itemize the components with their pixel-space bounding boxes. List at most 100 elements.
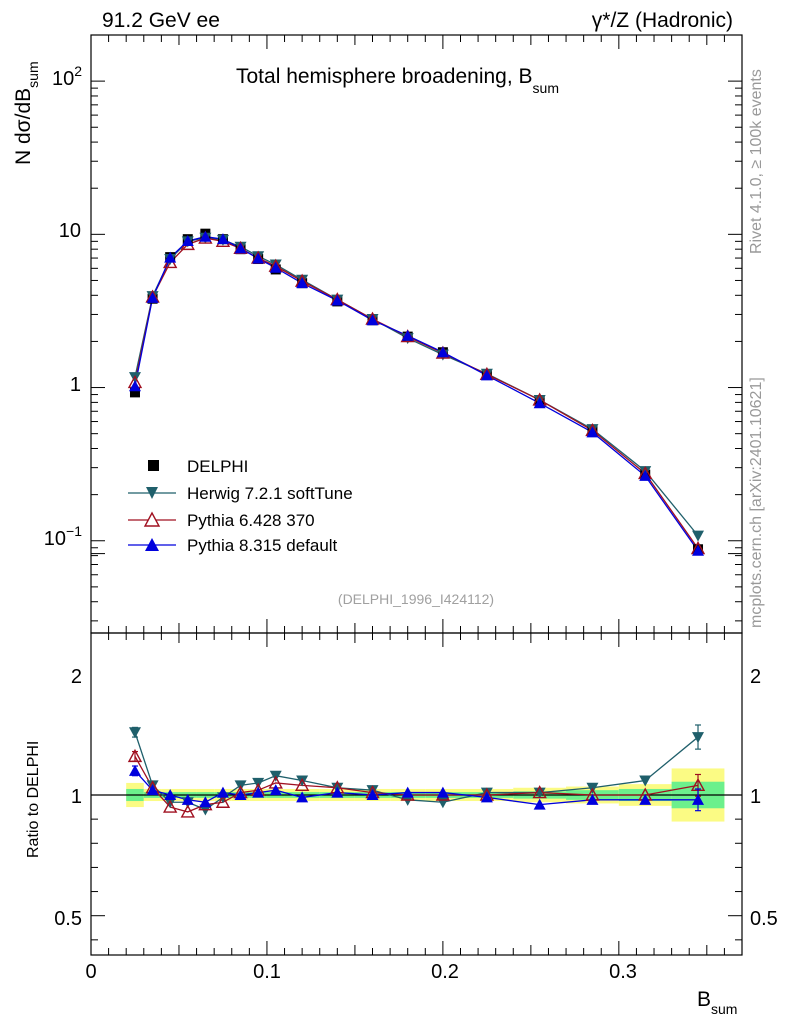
ratio-point-herwig <box>692 732 705 744</box>
main-line-pythia8 <box>134 236 699 552</box>
ratio-ytick-left-2: 2 <box>71 666 82 688</box>
ratio-point-pythia8 <box>164 789 177 800</box>
main-point-pythia8 <box>296 277 309 289</box>
main-point-pythia8 <box>366 314 379 326</box>
main-ytick-labels: 10−1 1 10 102 <box>44 63 82 550</box>
ratio-point-pythia8 <box>128 764 141 776</box>
main-point-pythia8 <box>164 251 177 263</box>
main-ylabel: N dσ/dBsum <box>12 61 41 165</box>
xtick-label-0: 0 <box>85 961 96 983</box>
main-point-pythia8 <box>146 291 159 303</box>
rivet-label: Rivet 4.1.0, ≥ 100k events <box>748 69 765 254</box>
xtick-label-0.3: 0.3 <box>609 961 637 983</box>
ratio-point-pythia8 <box>181 793 194 805</box>
main-point-pythia8 <box>252 252 265 264</box>
ratio-panel <box>90 553 743 956</box>
legend-marker-herwig <box>146 487 158 499</box>
legend-marker-pythia6 <box>143 511 161 527</box>
legend: DELPHI Herwig 7.2.1 softTune Pythia 6.42… <box>128 457 353 555</box>
main-point-pythia8 <box>234 242 247 254</box>
main-point-pythia8 <box>216 233 229 245</box>
xlabel-main: B <box>697 988 711 1011</box>
legend-label-pythia6: Pythia 6.428 370 <box>187 511 315 530</box>
ratio-point-pythia6 <box>162 799 178 813</box>
analysis-id: (DELPHI_1996_I424112) <box>338 591 494 607</box>
plot-title: Total hemisphere broadening, Bsum <box>236 65 559 96</box>
main-ylabel-text: N dσ/dB <box>12 88 35 165</box>
main-ticks <box>90 34 743 633</box>
legend-label-delphi: DELPHI <box>187 457 248 476</box>
xlabel: Bsum <box>697 988 737 1017</box>
ratio-point-pythia8 <box>296 791 309 803</box>
ratio-ylabel: Ratio to DELPHI <box>25 741 42 858</box>
ytick-label-0.1: 10−1 <box>44 523 82 550</box>
ratio-point-pythia6 <box>180 804 195 818</box>
plot-title-sub: sum <box>533 80 559 96</box>
ytick-label-1: 1 <box>70 374 81 396</box>
main-point-pythia8 <box>331 294 344 306</box>
ratio-point-pythia6 <box>532 785 547 799</box>
ratio-curves <box>134 732 699 813</box>
ratio-point-pythia8 <box>533 798 546 810</box>
ratio-point-herwig <box>296 775 309 787</box>
main-point-pythia8 <box>692 544 705 556</box>
main-point-pythia8 <box>436 346 449 358</box>
main-point-delphi <box>129 387 140 398</box>
ratio-markers <box>127 724 706 818</box>
ratio-ytick-left-0.5: 0.5 <box>54 908 82 930</box>
ratio-frame <box>90 632 743 956</box>
ratio-point-herwig <box>128 727 141 739</box>
ratio-point-herwig <box>639 775 652 787</box>
ratio-ytick-right-2: 2 <box>750 666 761 688</box>
main-point-pythia8 <box>128 380 141 392</box>
main-markers <box>127 228 706 556</box>
ratio-point-pythia8 <box>331 786 344 798</box>
ratio-point-pythia8 <box>252 786 265 798</box>
ratio-point-herwig <box>436 797 449 809</box>
main-point-pythia8 <box>586 426 599 438</box>
xtick-label-0.2: 0.2 <box>431 961 459 983</box>
ratio-ticks <box>90 553 743 955</box>
main-point-pythia8 <box>401 329 414 341</box>
ratio-ytick-right-0.5: 0.5 <box>750 908 778 930</box>
legend-marker-delphi <box>148 460 159 471</box>
ratio-ytick-right-1: 1 <box>750 786 761 808</box>
ratio-point-pythia8 <box>586 793 599 805</box>
main-point-pythia8 <box>533 397 546 409</box>
ratio-point-pythia8 <box>436 786 449 798</box>
ratio-point-pythia8 <box>199 796 212 808</box>
main-point-pythia8 <box>199 230 212 242</box>
ratio-point-pythia8 <box>639 793 652 805</box>
main-curves <box>134 236 699 552</box>
ratio-ytick-left-1: 1 <box>71 786 82 808</box>
main-point-pythia8 <box>480 369 493 381</box>
ratio-point-pythia6 <box>127 748 143 763</box>
ratio-point-herwig <box>533 787 546 799</box>
legend-label-pythia8: Pythia 8.315 default <box>187 536 338 555</box>
header-left: 91.2 GeV ee <box>102 9 220 32</box>
main-point-pythia8 <box>639 469 652 481</box>
xlabel-sub: sum <box>711 1001 737 1017</box>
main-point-pythia8 <box>181 234 194 246</box>
ratio-ytick-labels: 2 1 0.5 2 1 0.5 <box>54 666 778 930</box>
legend-marker-pythia8 <box>145 538 159 551</box>
header-right: γ*/Z (Hadronic) <box>592 9 733 32</box>
ratio-point-pythia6 <box>215 794 231 808</box>
xtick-label-0.1: 0.1 <box>253 961 281 983</box>
ratio-point-pythia8 <box>480 791 493 803</box>
ratio-point-pythia8 <box>366 789 379 800</box>
main-point-pythia8 <box>269 261 282 273</box>
mcplots-label: mcplots.cern.ch [arXiv:2401.10621] <box>748 377 765 628</box>
ratio-point-pythia6 <box>294 777 310 792</box>
ratio-point-pythia8 <box>234 789 247 800</box>
legend-label-herwig: Herwig 7.2.1 softTune <box>187 484 353 503</box>
ratio-point-pythia8 <box>216 786 229 798</box>
xtick-labels: 0 0.1 0.2 0.3 <box>85 961 636 983</box>
main-ylabel-sub: sum <box>25 61 41 87</box>
plot-title-main: Total hemisphere broadening, B <box>236 65 533 88</box>
ratio-point-pythia8 <box>269 784 282 796</box>
ratio-point-pythia8 <box>401 786 414 798</box>
ytick-label-100: 102 <box>52 63 82 90</box>
main-point-herwig <box>692 530 705 542</box>
